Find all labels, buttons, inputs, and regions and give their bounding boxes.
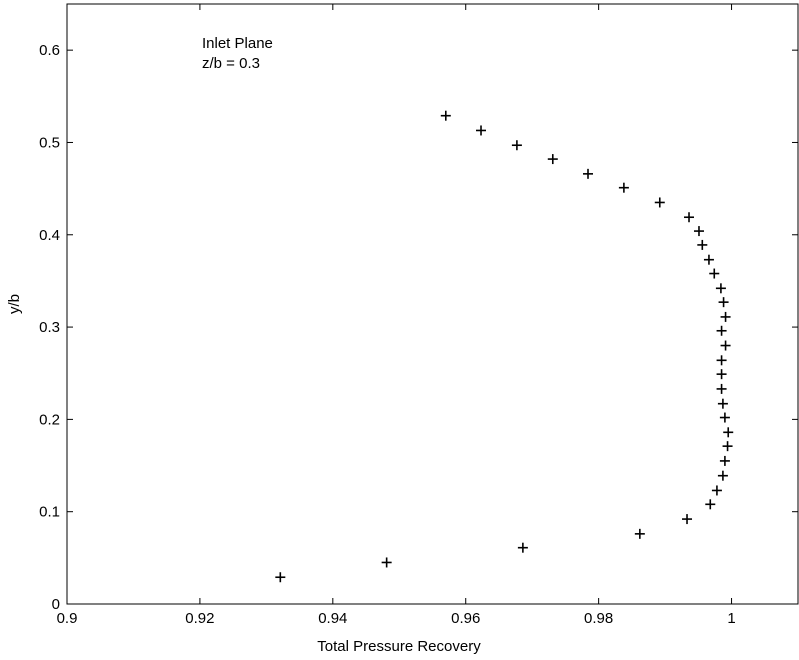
data-point <box>703 254 714 265</box>
y-tick-label: 0.5 <box>39 134 60 151</box>
data-point <box>705 499 716 510</box>
x-tick-label: 0.96 <box>451 610 480 627</box>
data-point <box>511 140 522 151</box>
data-point <box>693 226 704 237</box>
y-tick-label: 0.1 <box>39 504 60 521</box>
data-point <box>718 297 729 308</box>
y-tick-label: 0.4 <box>39 227 60 244</box>
plot-area-frame <box>66 3 799 605</box>
data-point <box>654 197 665 208</box>
data-point <box>682 514 693 525</box>
data-point <box>720 340 731 351</box>
annotation-line-2: z/b = 0.3 <box>202 55 260 72</box>
data-point <box>716 325 727 336</box>
y-axis: 0 0.1 0.2 0.3 0.4 0.5 0.6 <box>39 42 798 613</box>
y-tick-label: 0.6 <box>39 42 60 59</box>
data-point <box>723 427 734 438</box>
data-point <box>719 412 730 423</box>
data-point <box>440 110 451 121</box>
x-tick-label: 0.9 <box>57 610 78 627</box>
data-point <box>719 455 730 466</box>
data-point <box>715 283 726 294</box>
data-point <box>381 557 392 568</box>
x-tick-label: 0.94 <box>318 610 347 627</box>
data-point <box>547 154 558 165</box>
y-tick-label: 0 <box>52 596 60 613</box>
data-point <box>716 369 727 380</box>
x-tick-label: 0.92 <box>185 610 214 627</box>
data-point <box>711 485 722 496</box>
data-point <box>476 125 487 136</box>
data-point <box>720 311 731 322</box>
x-tick-label: 1 <box>727 610 735 627</box>
data-point <box>634 528 645 539</box>
data-point <box>722 441 733 452</box>
y-axis-title: y/b <box>6 294 23 314</box>
data-point <box>583 168 594 179</box>
annotation-line-1: Inlet Plane <box>202 35 273 52</box>
x-axis-title: Total Pressure Recovery <box>317 638 481 655</box>
x-tick-label: 0.98 <box>584 610 613 627</box>
data-point <box>717 470 728 481</box>
data-point <box>517 542 528 553</box>
y-tick-label: 0.3 <box>39 319 60 336</box>
data-points <box>275 110 734 583</box>
data-point <box>716 383 727 394</box>
data-point <box>709 268 720 279</box>
data-point <box>684 212 695 223</box>
data-point <box>618 182 629 193</box>
x-axis: 0.9 0.92 0.94 0.96 0.98 1 <box>57 4 736 627</box>
data-point <box>275 572 286 583</box>
data-point <box>717 398 728 409</box>
data-point <box>697 239 708 250</box>
data-point <box>716 355 727 366</box>
y-tick-label: 0.2 <box>39 411 60 428</box>
